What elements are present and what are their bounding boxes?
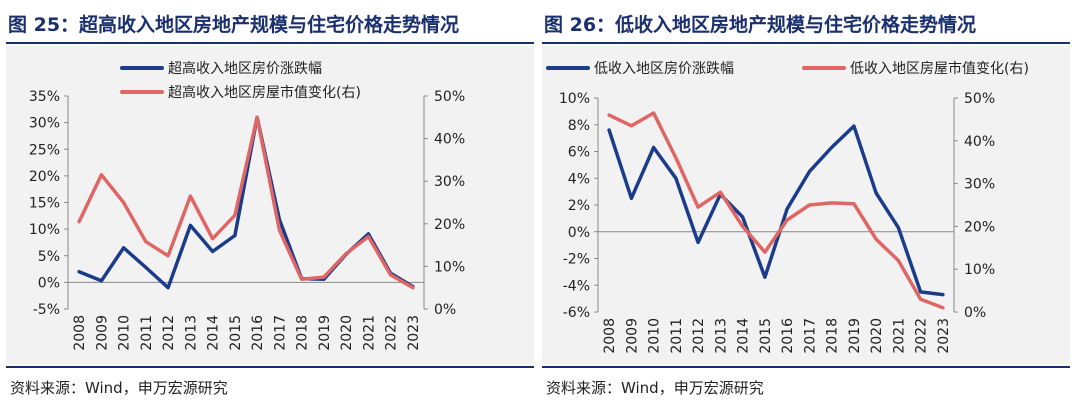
y-left-tick-label: 0% <box>38 275 60 291</box>
y-left-tick-label: 30% <box>29 116 60 132</box>
source-note: 资料来源：Wind，申万宏源研究 <box>546 379 764 397</box>
legend-label: 超高收入地区房屋市值变化(右) <box>168 84 361 101</box>
y-left-tick-label: 10% <box>29 222 60 238</box>
y-left-tick-label: 6% <box>568 145 590 161</box>
title-divider <box>542 42 1070 44</box>
x-tick-label: 2015 <box>228 315 244 351</box>
line-chart: -5% 0% 5% 10% 15% 20% 25% 30% 35% 0% 10% 20% 30% 40% 5… <box>29 60 465 351</box>
y-right-tick-label: 40% <box>434 132 465 148</box>
y-left-tick-label: 15% <box>29 196 60 212</box>
x-tick-label: 2008 <box>602 318 618 354</box>
x-tick-label: 2018 <box>295 315 311 351</box>
y-left-tick-label: 35% <box>29 89 60 105</box>
chart-title: 图 25：超高收入地区房地产规模与住宅价格走势情况 <box>8 14 460 36</box>
x-tick-label: 2023 <box>936 318 952 354</box>
y-left-tick-label: 25% <box>29 142 60 158</box>
legend-label: 低收入地区房屋市值变化(右) <box>850 60 1029 77</box>
source-note: 资料来源：Wind，申万宏源研究 <box>10 379 228 397</box>
x-tick-label: 2010 <box>117 315 133 351</box>
y-right-tick-label: 50% <box>434 89 465 105</box>
x-tick-label: 2009 <box>94 315 110 351</box>
line-chart: -6% -4% -2% 0% 2% 4% 6% 8% 10% 0% 10% 20% 30% 40% 50% 2… <box>546 60 1029 354</box>
y-left-tick-label: -5% <box>33 302 60 318</box>
x-tick-label: 2013 <box>183 315 199 351</box>
chart-panel-1: 图 25：超高收入地区房地产规模与住宅价格走势情况 -5% 0% 5% 10% 15% 2… <box>6 0 538 409</box>
x-tick-label: 2013 <box>713 318 729 354</box>
y-right-tick-label: 40% <box>964 134 995 150</box>
chart-panel-2: 图 26：低收入地区房地产规模与住宅价格走势情况 -6% -4% -2% 0% 2% 4%… <box>542 0 1074 409</box>
y-right-tick-label: 0% <box>434 302 456 318</box>
x-tick-label: 2011 <box>669 318 685 354</box>
title-divider <box>6 42 534 44</box>
x-tick-label: 2020 <box>339 315 355 351</box>
x-tick-label: 2022 <box>914 318 930 354</box>
y-left-tick-label: 0% <box>568 225 590 241</box>
x-tick-label: 2012 <box>161 315 177 351</box>
x-tick-label: 2022 <box>384 315 400 351</box>
series-line-2 <box>607 111 945 310</box>
y-right-tick-label: 10% <box>964 262 995 278</box>
chart-area: -6% -4% -2% 0% 2% 4% 6% 8% 10% 0% 10% 20% 30% 40% 50% 2… <box>542 46 1070 364</box>
series-line-1 <box>77 115 415 290</box>
y-right-tick-label: 0% <box>964 305 986 321</box>
y-left-tick-label: -4% <box>563 278 590 294</box>
chart-title: 图 26：低收入地区房地产规模与住宅价格走势情况 <box>544 14 977 36</box>
x-tick-label: 2019 <box>317 315 333 351</box>
y-left-tick-label: -6% <box>563 305 590 321</box>
x-tick-label: 2021 <box>891 318 907 354</box>
y-left-tick-label: 2% <box>568 198 590 214</box>
chart-area: -5% 0% 5% 10% 15% 20% 25% 30% 35% 0% 10% 20% 30% 40% 5… <box>6 46 534 364</box>
x-tick-label: 2008 <box>72 315 88 351</box>
x-tick-label: 2021 <box>361 315 377 351</box>
y-left-tick-label: 20% <box>29 169 60 185</box>
legend-label: 低收入地区房价涨跌幅 <box>594 61 734 77</box>
x-tick-label: 2014 <box>206 315 222 351</box>
x-tick-label: 2011 <box>139 315 155 351</box>
legend-label: 超高收入地区房价涨跌幅 <box>168 60 322 77</box>
y-left-tick-label: 8% <box>568 118 590 134</box>
y-left-tick-label: 5% <box>38 249 60 265</box>
y-right-tick-label: 10% <box>434 259 465 275</box>
footer-divider <box>6 366 534 368</box>
y-right-tick-label: 30% <box>964 177 995 193</box>
y-right-tick-label: 20% <box>434 217 465 233</box>
y-left-tick-label: 10% <box>559 91 590 107</box>
y-left-tick-label: -2% <box>563 252 590 268</box>
x-tick-label: 2017 <box>802 318 818 354</box>
series-line-2 <box>77 115 415 290</box>
footer-divider <box>542 366 1070 368</box>
x-tick-label: 2012 <box>691 318 707 354</box>
x-tick-label: 2017 <box>272 315 288 351</box>
series-line-1 <box>607 124 945 297</box>
y-right-tick-label: 30% <box>434 174 465 190</box>
x-tick-label: 2020 <box>869 318 885 354</box>
x-tick-label: 2016 <box>780 318 796 354</box>
x-tick-label: 2018 <box>825 318 841 354</box>
x-tick-label: 2016 <box>250 315 266 351</box>
x-tick-label: 2023 <box>406 315 422 351</box>
x-tick-label: 2015 <box>758 318 774 354</box>
x-tick-label: 2010 <box>647 318 663 354</box>
y-right-tick-label: 50% <box>964 91 995 107</box>
y-left-tick-label: 4% <box>568 171 590 187</box>
x-tick-label: 2019 <box>847 318 863 354</box>
x-tick-label: 2009 <box>624 318 640 354</box>
y-right-tick-label: 20% <box>964 219 995 235</box>
x-tick-label: 2014 <box>736 318 752 354</box>
